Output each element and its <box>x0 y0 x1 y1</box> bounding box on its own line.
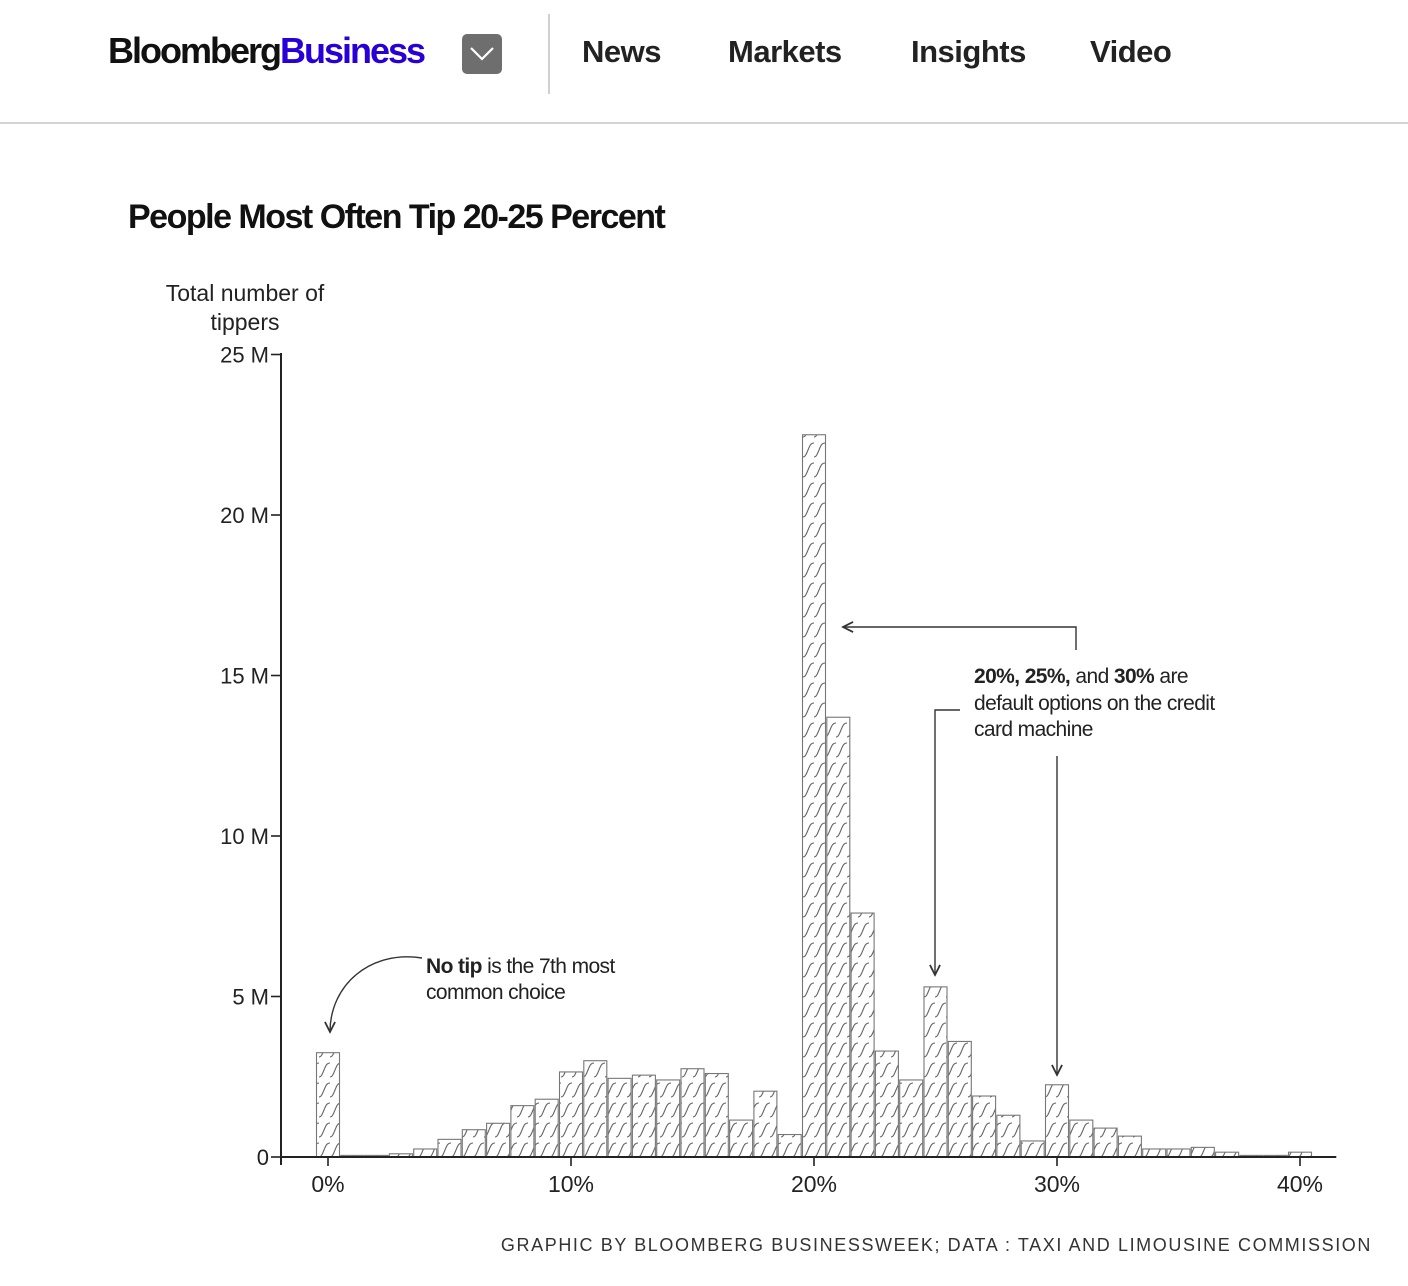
histogram-bar <box>1166 1148 1191 1158</box>
chevron-down-icon <box>470 47 494 61</box>
histogram-bar <box>1117 1135 1142 1158</box>
y-tick-label: 20 M <box>220 503 269 528</box>
histogram-bar <box>1190 1146 1215 1158</box>
annotation-defaults-line2: default options on the credit <box>974 692 1215 715</box>
histogram-bar <box>826 716 851 1158</box>
histogram-bar <box>315 1052 341 1158</box>
histogram-bar <box>947 1040 972 1158</box>
histogram-bar <box>1069 1119 1094 1158</box>
histogram-bar <box>558 1071 584 1158</box>
x-tick-label: 0% <box>311 1171 344 1197</box>
x-tick-label: 10% <box>548 1171 594 1197</box>
x-tick-label: 30% <box>1034 1171 1080 1197</box>
x-tick-label: 40% <box>1277 1171 1323 1197</box>
histogram-bar <box>1093 1127 1118 1158</box>
x-tick-label: 20% <box>791 1171 837 1197</box>
histogram-bar <box>413 1148 438 1158</box>
histogram-bar <box>1142 1148 1167 1158</box>
menu-dropdown-button[interactable] <box>462 34 502 74</box>
logo-product-text: Business <box>280 30 426 71</box>
histogram-bar <box>704 1072 729 1158</box>
histogram-bar <box>510 1105 535 1158</box>
y-tick-label: 15 M <box>220 664 269 689</box>
histogram-bar <box>461 1129 486 1158</box>
histogram-bar <box>607 1077 632 1158</box>
histogram-bar <box>801 434 827 1158</box>
y-tick-label: 0 <box>257 1145 269 1170</box>
histogram-bar <box>972 1095 997 1158</box>
histogram-bar <box>850 912 875 1158</box>
histogram-bar <box>1044 1084 1070 1158</box>
histogram-bar <box>680 1068 705 1158</box>
histogram-bar <box>486 1122 511 1158</box>
histogram-bar <box>996 1114 1021 1158</box>
chart-title: People Most Often Tip 20-25 Percent <box>128 198 666 236</box>
nav-news[interactable]: News <box>582 34 661 69</box>
histogram-bar <box>437 1138 462 1158</box>
logo-brand-text: Bloomberg <box>108 30 282 71</box>
annotation-defaults-line1: 20%, 25%, and 30% are <box>974 665 1188 688</box>
histogram-bar <box>874 1050 899 1158</box>
histogram-bar <box>729 1119 754 1158</box>
annotation-no-tip-line2: common choice <box>426 981 565 1004</box>
histogram-bar <box>777 1133 802 1158</box>
histogram-bar <box>534 1098 559 1158</box>
y-tick-label: 25 M <box>220 343 269 368</box>
nav-video[interactable]: Video <box>1090 34 1172 69</box>
histogram-bar <box>583 1060 608 1158</box>
top-navigation-bar: BloombergBusiness News Markets Insights … <box>0 0 1408 124</box>
annotation-arrow-25pct <box>935 709 960 975</box>
histogram-bar <box>631 1074 656 1158</box>
histogram-bar <box>656 1079 681 1158</box>
histogram-bar <box>923 986 948 1158</box>
histogram-bar <box>899 1079 924 1158</box>
y-axis-label: Total number of tippers <box>165 280 325 335</box>
nav-divider <box>548 14 550 94</box>
annotation-arrow-20pct <box>843 627 1077 650</box>
annotation-arrow-no-tip <box>330 956 423 1032</box>
y-tick-label: 5 M <box>232 985 269 1010</box>
nav-markets[interactable]: Markets <box>728 34 842 69</box>
annotation-defaults-line3: card machine <box>974 718 1093 741</box>
chart-credit: GRAPHIC BY BLOOMBERG BUSINESSWEEK; DATA … <box>500 1235 1372 1255</box>
y-tick-label: 10 M <box>220 824 269 849</box>
annotation-no-tip-line1: No tip is the 7th most <box>426 955 615 978</box>
histogram-bar <box>753 1090 778 1158</box>
bloomberg-business-logo[interactable]: BloombergBusiness <box>108 30 426 72</box>
nav-insights[interactable]: Insights <box>911 34 1026 69</box>
histogram-bar <box>1020 1140 1045 1158</box>
